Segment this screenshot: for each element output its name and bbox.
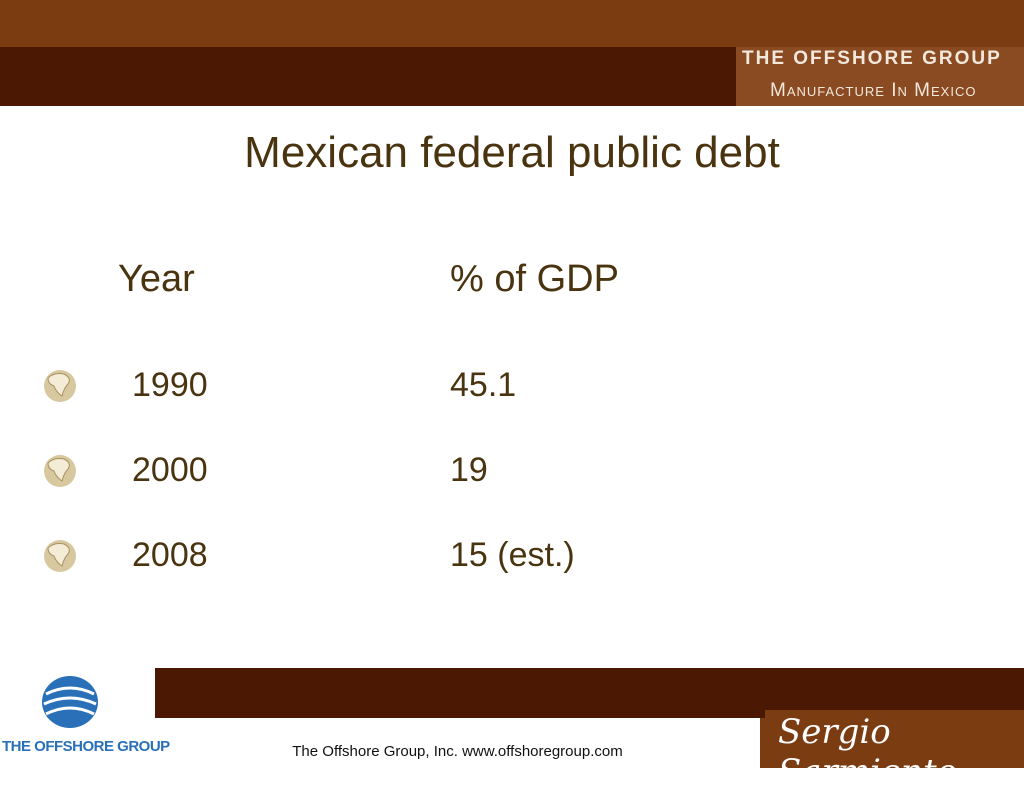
bullet-icon [44,540,76,572]
column-header: Year [118,258,195,300]
year-cell: 2000 [132,451,208,489]
brand: THE OFFSHORE GROUP [742,48,1002,69]
signature: Sergio Sarmiento [778,712,958,792]
bullet-icon [44,370,76,402]
footer-panel [155,718,760,768]
year-cell: 1990 [132,366,208,404]
slide: THE OFFSHORE GROUP Manufacture In Mexico… [0,0,1024,768]
logo-globe [42,676,98,728]
bullet-icon [44,455,76,487]
value-cell: 45.1 [450,366,517,404]
column-header: % of GDP [450,258,619,300]
footer-band [0,668,1024,718]
logo-text: THE OFFSHORE GROUP [2,738,170,755]
tagline: Manufacture In Mexico [770,80,977,101]
header-bar [0,0,1024,47]
value-cell: 19 [450,451,488,489]
slide-title: Mexican federal public debt [244,128,780,177]
year-cell: 2008 [132,536,208,574]
footer-text: The Offshore Group, Inc. www.offshoregro… [292,743,623,760]
signature-box [765,710,1024,768]
brand-box [736,47,1024,106]
value-cell: 15 (est.) [450,536,575,574]
